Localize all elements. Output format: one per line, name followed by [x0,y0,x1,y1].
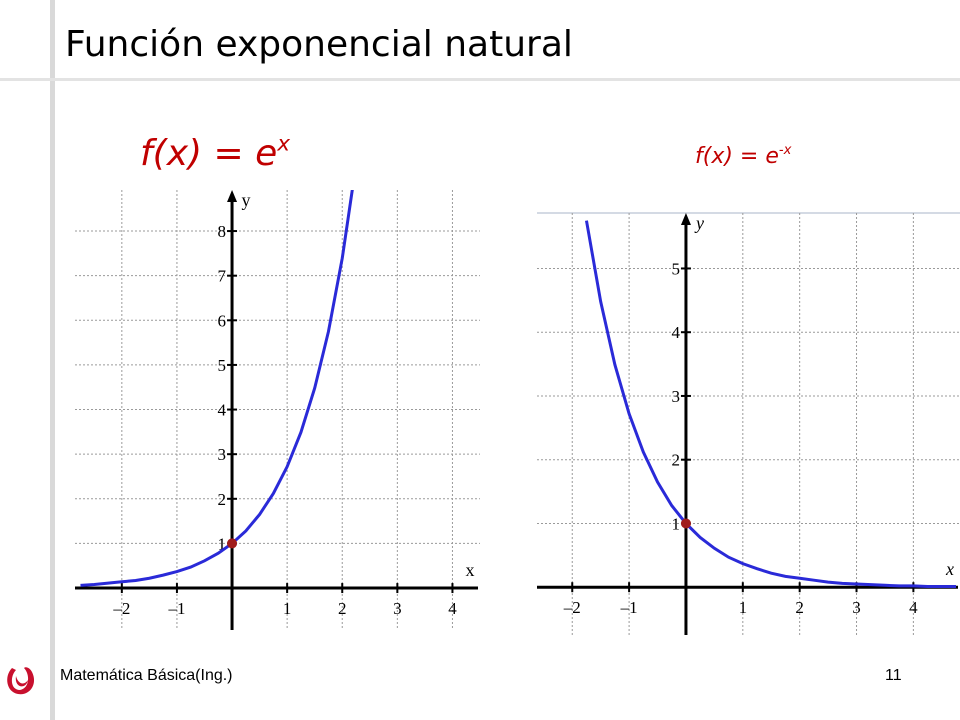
y-arrow [680,213,691,225]
y-tick-label: 2 [671,451,680,470]
curve [584,220,957,589]
highlight-point [227,538,238,549]
y-tick-label: 5 [671,259,680,278]
formula: f(x) = e-x [695,143,792,169]
y-tick-label: 7 [218,267,227,286]
x-tick-label: –2 [112,599,130,618]
x-axis-label: x [466,560,475,580]
y-tick-label: 5 [218,356,227,375]
y-tick-label: 2 [218,490,227,509]
x-tick-label: 2 [795,598,804,617]
y-tick-label: 6 [218,311,227,330]
x-tick-label: 1 [739,598,748,617]
x-axis-label: x [945,559,954,579]
header-rule [0,78,960,81]
y-tick-label: 3 [671,387,680,406]
y-tick-label: 4 [218,401,227,420]
x-tick-label: –1 [620,598,638,617]
formula-base: f(x) = e [140,133,277,174]
x-tick-label: 2 [338,599,347,618]
highlight-point [680,518,691,529]
x-tick-label: 4 [448,599,457,618]
x-tick-label: 1 [283,599,292,618]
slide-title: Función exponencial natural [65,24,573,65]
y-axis-label: y [242,190,251,210]
x-tick-label: 3 [852,598,861,617]
formula-base: f(x) = e [695,144,779,169]
curve [80,190,354,587]
page-number: 11 [885,667,902,684]
formula-exponent: -x [779,143,792,158]
y-axis-label: y [694,213,704,233]
y-tick-label: 4 [671,323,680,342]
x-tick-label: –1 [167,599,185,618]
y-tick-label: 3 [218,445,227,464]
x-tick-label: –2 [563,598,581,617]
x-tick-label: 4 [909,598,918,617]
x-tick-label: 3 [393,599,402,618]
y-arrow [227,190,238,202]
side-bar [50,0,55,720]
y-tick-label: 1 [218,534,227,553]
y-tick-label: 1 [671,514,680,533]
logo [7,667,35,695]
y-tick-label: 8 [218,222,227,241]
formula-exponent: x [276,132,290,157]
formula: f(x) = ex [140,132,290,174]
footer-text: Matemática Básica(Ing.) [60,667,233,684]
